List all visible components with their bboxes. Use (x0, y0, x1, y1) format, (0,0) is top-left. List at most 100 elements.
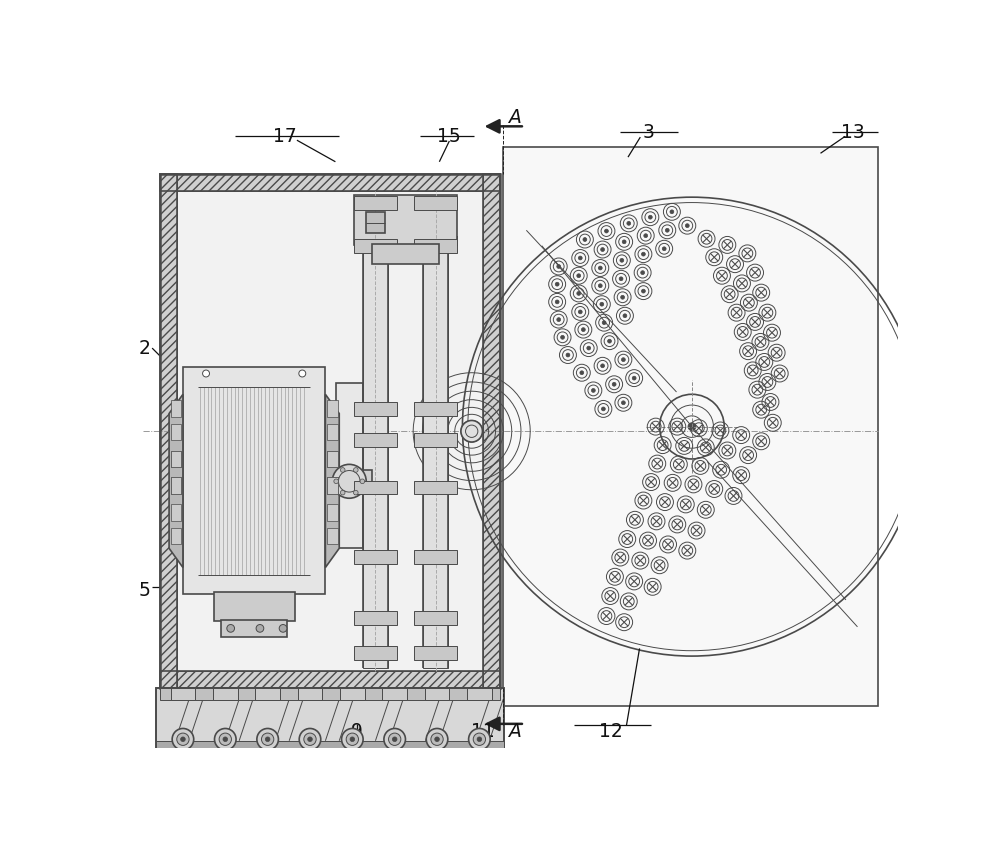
Text: 11: 11 (471, 722, 495, 741)
Polygon shape (169, 394, 183, 568)
Circle shape (627, 221, 631, 225)
Bar (327, 478, 338, 495)
Bar (414, 480, 457, 495)
Bar (171, 451, 181, 468)
Bar (160, 671, 500, 689)
Circle shape (477, 737, 482, 742)
Circle shape (203, 370, 210, 377)
Circle shape (601, 407, 605, 411)
Bar (177, 191, 483, 671)
Bar (156, 689, 504, 750)
Circle shape (612, 383, 616, 386)
Circle shape (583, 238, 587, 241)
Circle shape (555, 283, 559, 286)
Bar (354, 235, 457, 245)
Bar (171, 478, 181, 495)
Bar (366, 212, 385, 233)
Bar (414, 197, 457, 210)
Circle shape (580, 371, 584, 374)
Circle shape (591, 389, 595, 393)
Circle shape (644, 234, 648, 238)
Circle shape (332, 464, 366, 498)
Circle shape (648, 215, 652, 220)
Circle shape (578, 256, 582, 260)
Text: 5: 5 (139, 581, 150, 600)
Circle shape (587, 346, 591, 350)
Circle shape (299, 370, 306, 377)
Circle shape (566, 353, 570, 357)
Circle shape (598, 283, 602, 288)
Circle shape (561, 336, 564, 339)
Bar (338, 470, 372, 493)
Text: 13: 13 (841, 123, 865, 142)
Bar (354, 550, 397, 563)
Circle shape (353, 490, 358, 495)
Circle shape (685, 224, 689, 228)
Bar (183, 368, 325, 595)
Bar (171, 689, 195, 700)
Bar (327, 424, 338, 441)
Circle shape (334, 479, 338, 484)
Bar (354, 611, 397, 626)
Circle shape (557, 265, 561, 268)
Circle shape (577, 292, 581, 295)
Circle shape (578, 310, 582, 314)
Circle shape (601, 247, 605, 251)
Circle shape (177, 733, 189, 745)
Bar (414, 611, 457, 626)
Bar (255, 689, 280, 700)
Circle shape (172, 728, 194, 750)
Text: 15: 15 (437, 127, 461, 145)
Bar (354, 646, 397, 660)
Bar (382, 689, 407, 700)
Circle shape (461, 420, 482, 442)
Circle shape (431, 733, 443, 745)
Bar (327, 505, 338, 521)
Circle shape (557, 318, 561, 321)
Text: 9: 9 (351, 722, 363, 741)
Circle shape (308, 737, 312, 742)
Circle shape (641, 271, 645, 274)
Bar (483, 174, 500, 689)
Bar (423, 195, 448, 668)
Polygon shape (325, 394, 339, 568)
Bar (160, 689, 500, 700)
Circle shape (632, 376, 636, 380)
Circle shape (598, 266, 602, 270)
Circle shape (227, 625, 235, 632)
Circle shape (261, 733, 274, 745)
Circle shape (641, 289, 645, 293)
Bar (483, 174, 500, 689)
Bar (171, 505, 181, 521)
Bar (171, 424, 181, 441)
Circle shape (181, 737, 185, 742)
Circle shape (346, 733, 359, 745)
Bar (354, 235, 457, 245)
Circle shape (620, 258, 624, 262)
Bar (298, 689, 322, 700)
Text: 2: 2 (139, 339, 150, 357)
Bar (354, 195, 457, 245)
Circle shape (304, 733, 316, 745)
Bar (340, 689, 365, 700)
Circle shape (601, 364, 605, 368)
Text: 17: 17 (273, 127, 297, 145)
Circle shape (665, 229, 669, 232)
Bar (160, 671, 500, 689)
Bar (363, 195, 388, 668)
Bar (414, 646, 457, 660)
Bar (221, 620, 287, 637)
Bar (327, 400, 338, 417)
Bar (160, 174, 177, 689)
Bar (171, 478, 181, 495)
Circle shape (256, 625, 264, 632)
Bar (214, 592, 295, 621)
Circle shape (621, 401, 625, 405)
Bar (160, 174, 177, 689)
Circle shape (299, 728, 321, 750)
Circle shape (619, 277, 623, 281)
Bar (160, 174, 500, 191)
Bar (414, 402, 457, 415)
Circle shape (360, 479, 365, 484)
Text: 12: 12 (599, 722, 623, 741)
